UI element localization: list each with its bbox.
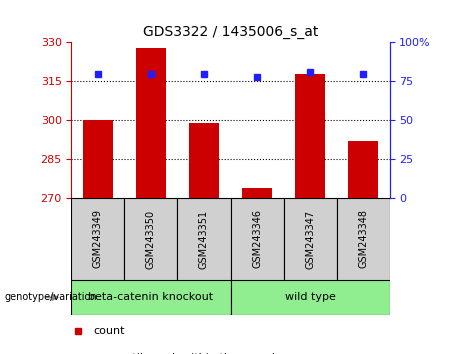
Text: GSM243351: GSM243351 [199, 209, 209, 269]
Bar [337, 198, 390, 280]
Bar [124, 198, 177, 280]
Bar [177, 198, 230, 280]
Text: count: count [94, 326, 125, 336]
Text: GSM243346: GSM243346 [252, 210, 262, 268]
Text: wild type: wild type [284, 292, 336, 302]
Bar [136, 48, 165, 198]
Bar [230, 198, 284, 280]
Bar [230, 280, 390, 315]
Text: GSM243349: GSM243349 [93, 210, 103, 268]
Text: percentile rank within the sample: percentile rank within the sample [94, 353, 282, 354]
Bar [296, 74, 325, 198]
Bar [83, 120, 112, 198]
Title: GDS3322 / 1435006_s_at: GDS3322 / 1435006_s_at [143, 25, 318, 39]
Text: GSM243348: GSM243348 [358, 210, 368, 268]
Bar [349, 141, 378, 198]
Bar [189, 123, 219, 198]
Bar [71, 198, 124, 280]
Bar [284, 198, 337, 280]
Bar [71, 280, 230, 315]
Bar [242, 188, 272, 198]
Text: genotype/variation: genotype/variation [5, 292, 97, 302]
Text: GSM243347: GSM243347 [305, 209, 315, 269]
Text: GSM243350: GSM243350 [146, 209, 156, 269]
Text: beta-catenin knockout: beta-catenin knockout [89, 292, 213, 302]
